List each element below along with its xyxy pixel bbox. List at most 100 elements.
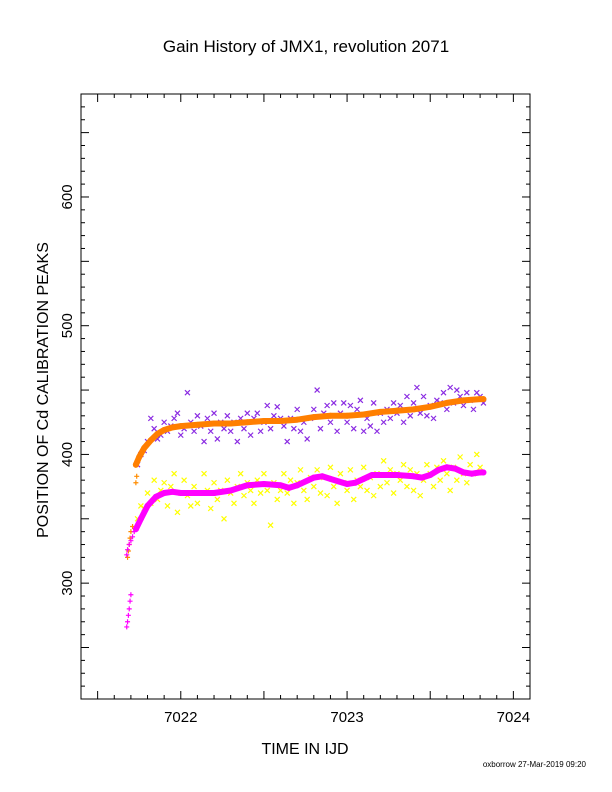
data-point [384,479,390,486]
data-point [133,480,139,486]
trend-point [468,470,475,477]
data-series [134,451,484,529]
trend-point [144,502,151,509]
data-point [330,400,337,406]
data-point [237,470,244,477]
trend-point [460,469,467,476]
data-point [423,461,430,468]
data-point [404,483,410,490]
data-point [191,428,198,435]
trend-point [310,414,317,421]
data-point [407,466,414,473]
trend-point [227,420,234,427]
trend-point [452,465,459,472]
data-point [340,400,347,406]
trend-point [136,454,143,460]
trend-point [294,482,301,489]
data-point [390,400,397,406]
y-tick-label: 300 [59,571,76,596]
data-point [423,412,430,419]
trend-point [244,419,251,426]
data-point [274,403,281,410]
data-point [171,470,178,477]
trend-point [285,484,292,491]
data-point [347,402,354,409]
data-point [125,547,131,553]
data-point [344,419,350,426]
data-point [387,415,394,422]
data-point [264,402,271,409]
data-point [470,406,477,413]
data-point [460,402,467,409]
data-point [270,412,277,419]
trend-point [177,490,184,497]
data-point [463,479,470,486]
data-point [177,432,184,439]
data-point [201,470,207,477]
data-point [171,415,178,422]
data-point [330,483,337,490]
data-point [457,454,464,460]
trend-point [393,407,400,414]
trend-point [260,481,267,488]
data-point [224,477,231,484]
data-point [144,490,151,496]
data-point [207,428,214,435]
data-point [247,432,254,439]
data-point [380,419,387,426]
data-point [463,389,470,396]
data-point [151,477,158,484]
data-series [132,396,487,468]
data-point [128,592,134,598]
data-point [125,619,131,625]
trend-point [310,474,317,481]
trend-point [194,421,201,428]
data-point [127,598,133,604]
trend-point [377,472,384,479]
data-point [290,425,297,432]
data-point [467,461,474,468]
data-point [314,387,321,393]
trend-point [319,473,326,480]
data-point [147,415,154,422]
data-point [327,419,334,426]
data-point [304,496,311,503]
trend-point [294,416,301,423]
data-point [314,466,321,473]
trend-point [177,423,184,430]
data-point [207,505,214,512]
trend-point [360,411,367,418]
trend-point [227,487,234,494]
y-tick-label: 400 [59,442,76,467]
data-point [390,490,397,496]
data-point [224,412,231,419]
trend-point [211,490,218,497]
data-point [397,402,404,409]
data-point [204,415,211,422]
trend-point [344,412,351,419]
data-point [347,466,354,473]
trend-point [335,478,342,485]
trend-point [194,490,201,497]
data-series [124,525,139,630]
trend-point [244,482,251,489]
data-point [297,428,304,435]
trend-point [169,424,176,431]
data-point [280,470,287,477]
data-point [417,492,424,499]
trend-point [169,488,176,495]
data-series [125,473,140,560]
data-point [264,487,271,494]
x-tick-labels: 7022 7023 7024 [164,709,530,726]
data-point [134,473,140,479]
data-point [125,612,131,618]
data-point [420,393,427,400]
trend-point [369,472,376,479]
trend-point [277,417,284,424]
data-point [254,410,261,417]
data-point [161,419,168,426]
data-point [354,406,360,413]
data-point [251,500,257,507]
trend-point [327,412,334,419]
